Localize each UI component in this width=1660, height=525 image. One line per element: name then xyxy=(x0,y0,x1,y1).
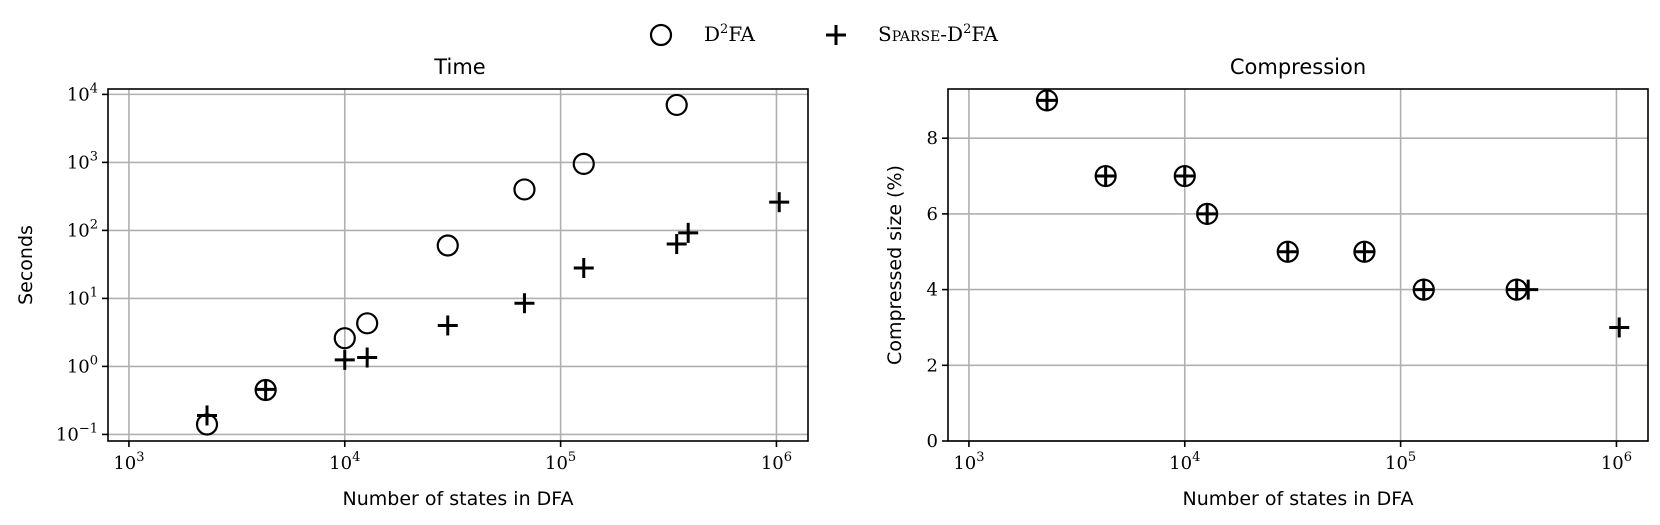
x-tick-label: 106 xyxy=(1601,450,1632,474)
data-point-plus xyxy=(769,192,790,213)
x-tick-label: 103 xyxy=(113,450,144,474)
legend-label-d2fa: D2FA xyxy=(704,22,755,46)
data-point-circle xyxy=(436,234,459,257)
panel-compression: Compression 103 104 105 106 0 2 4 6 8 Number of … xyxy=(884,55,1649,510)
grid-compression xyxy=(948,89,1648,442)
data-point-plus xyxy=(1174,166,1195,187)
chart-title-time: Time xyxy=(433,55,485,79)
y-tick-label: 4 xyxy=(927,280,938,301)
y-tick-label: 10−1 xyxy=(56,421,98,445)
y-tick-label: 8 xyxy=(927,128,938,149)
x-tick-label: 104 xyxy=(329,450,360,474)
legend-circle-marker xyxy=(649,23,673,47)
data-point-circle xyxy=(513,178,536,201)
y-axis-label-compression: Compressed size (%) xyxy=(884,165,906,365)
x-tick-label: 105 xyxy=(1385,450,1416,474)
x-tick-label: 106 xyxy=(761,450,792,474)
x-tick-label: 105 xyxy=(545,450,576,474)
legend: D2FA Sparse-D2FA xyxy=(649,22,999,47)
data-point-plus xyxy=(1413,279,1434,300)
x-tick-label: 103 xyxy=(953,450,984,474)
chart-title-compression: Compression xyxy=(1230,55,1366,79)
ticks-compression: 103 104 105 106 0 2 4 6 8 xyxy=(927,128,1633,474)
legend-plus-marker xyxy=(826,25,846,45)
marks-compression xyxy=(1035,89,1630,338)
y-axis-label-time: Seconds xyxy=(15,225,37,305)
data-point-plus xyxy=(357,347,378,368)
data-point-plus xyxy=(573,257,594,278)
data-point-plus xyxy=(1036,90,1057,111)
legend-label-sparse-d2fa: Sparse-D2FA xyxy=(878,22,999,46)
data-point-plus xyxy=(255,379,276,400)
y-tick-label: 102 xyxy=(67,217,98,241)
data-point-plus xyxy=(1518,279,1539,300)
y-tick-label: 104 xyxy=(67,81,98,105)
data-point-plus xyxy=(666,234,687,255)
plot-frame-time xyxy=(107,88,809,442)
plot-frame-compression xyxy=(947,88,1649,442)
data-point-plus xyxy=(1197,203,1218,224)
x-axis-label-compression: Number of states in DFA xyxy=(1183,488,1414,510)
data-point-plus xyxy=(334,349,355,370)
y-tick-label: 103 xyxy=(67,149,98,173)
data-point-circle xyxy=(572,152,595,176)
data-point-plus xyxy=(437,315,458,336)
data-point-circle xyxy=(356,312,379,335)
x-tick-label: 104 xyxy=(1169,450,1200,474)
data-point-circle xyxy=(333,327,356,350)
panel-time: Time 103 104 105 106 10−1 100 101 102 103 104 Num… xyxy=(15,55,809,510)
data-point-plus xyxy=(1277,241,1298,262)
marks-time xyxy=(195,93,790,436)
data-point-plus xyxy=(1354,241,1375,262)
data-point-plus xyxy=(1609,317,1630,338)
y-tick-label: 101 xyxy=(67,285,98,309)
y-tick-label: 0 xyxy=(927,431,938,452)
x-axis-label-time: Number of states in DFA xyxy=(343,488,574,510)
data-point-circle xyxy=(665,93,688,117)
data-point-plus xyxy=(1095,166,1116,187)
y-tick-label: 2 xyxy=(927,355,938,376)
y-tick-label: 100 xyxy=(67,353,98,377)
ticks-time: 103 104 105 106 10−1 100 101 102 103 104 xyxy=(56,81,792,474)
data-point-plus xyxy=(196,405,217,426)
grid-time xyxy=(108,89,808,441)
data-point-plus xyxy=(678,222,699,243)
data-point-plus xyxy=(514,293,535,314)
y-tick-label: 6 xyxy=(927,204,938,225)
